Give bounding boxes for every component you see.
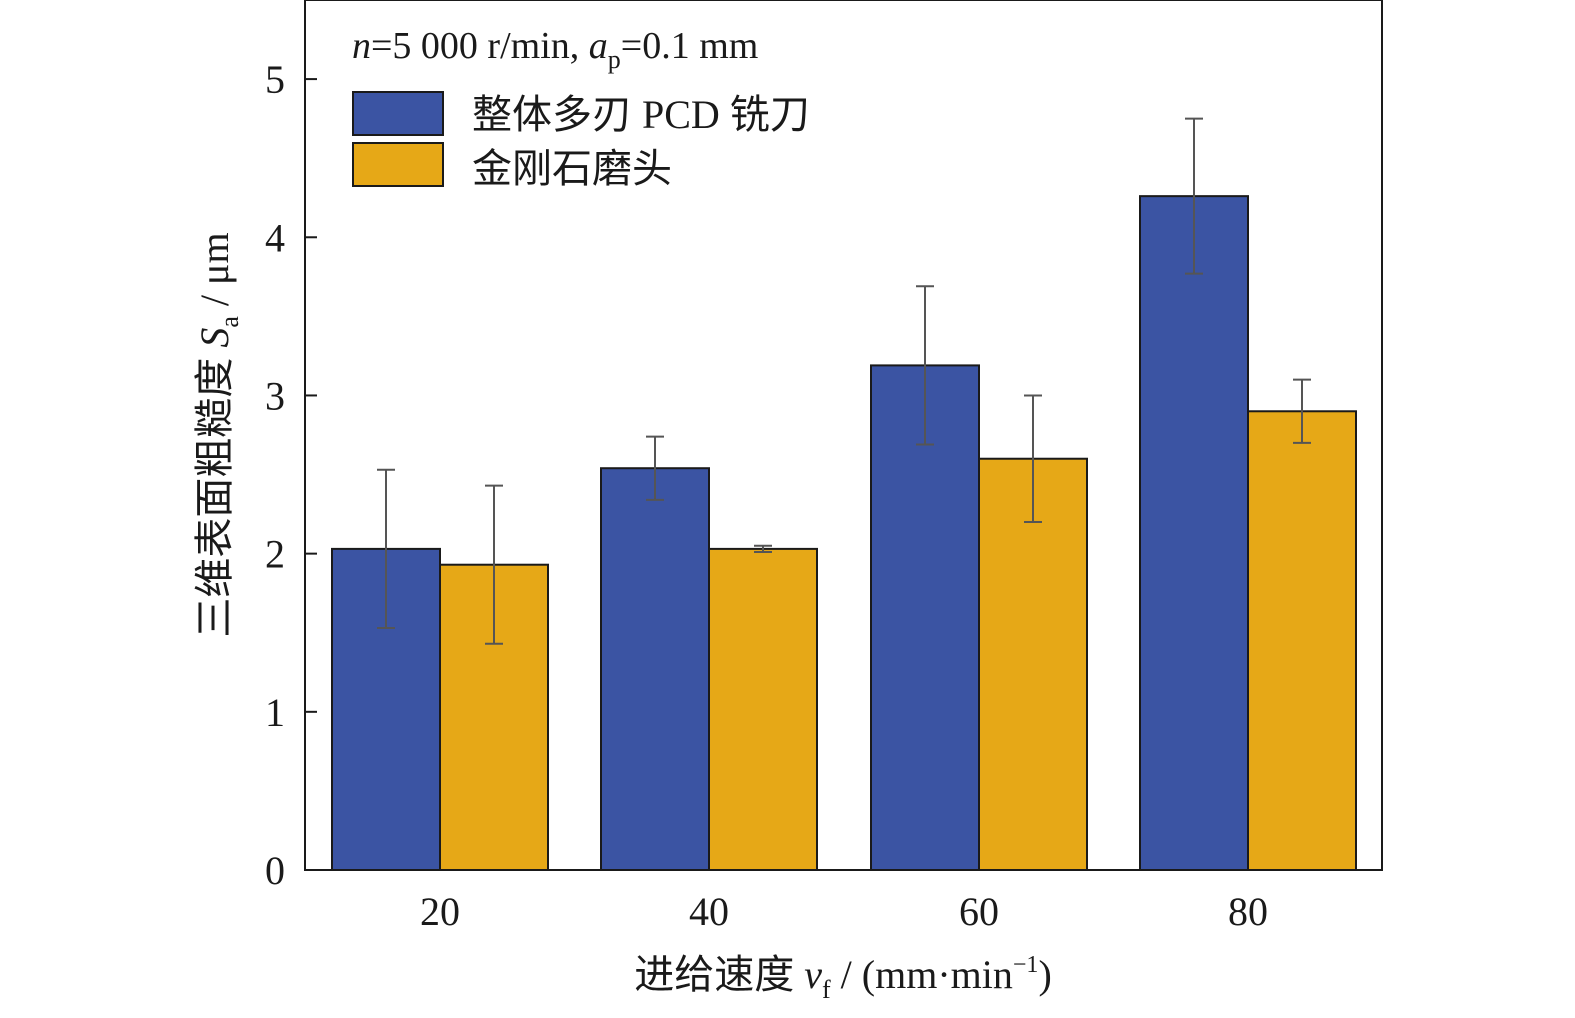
y-tick-label-3: 3 [265,373,285,418]
plot-frame [304,0,1383,871]
x-axis-title-var: v [804,952,822,997]
x-tick-label-80: 80 [1228,889,1268,934]
legend-label-pcd: 整体多刃 PCD 铣刀 [472,92,810,137]
error-bars-layer [377,117,1311,645]
x-axis-title-suffix-a: / (mm·min [831,952,1013,997]
x-axis-title-sup: −1 [1013,952,1039,978]
legend-swatch-diamond [352,142,444,187]
x-axis-ticks: 20 40 60 80 [420,860,1268,934]
y-axis-title: 三维表面粗糙度 Sa / μm [192,232,244,637]
bars-layer [331,195,1357,872]
condition-n-var: n [352,25,371,67]
y-axis-ticks: 0 1 2 3 4 5 [265,57,317,893]
bar-diamond-80 [1247,410,1357,871]
x-tick-label-60: 60 [959,889,999,934]
x-axis-title: 进给速度 vf / (mm·min−1) [634,952,1052,1004]
legend-swatch-pcd [352,91,444,136]
x-axis-title-sub: f [822,975,831,1004]
y-axis-title-sub: a [215,316,244,328]
x-axis-title-prefix: 进给速度 [634,952,804,997]
condition-n-value: =5 000 r/min, [371,25,589,67]
bar-diamond-60 [978,457,1088,871]
x-tick-label-20: 20 [420,889,460,934]
condition-ap-var: a [589,25,608,67]
y-tick-label-4: 4 [265,215,285,260]
x-tick-label-40: 40 [689,889,729,934]
y-tick-label-2: 2 [265,532,285,577]
y-tick-label-1: 1 [265,690,285,735]
legend: 整体多刃 PCD 铣刀 金刚石磨头 [352,91,810,191]
condition-annotation: n=5 000 r/min, ap=0.1 mm [352,25,758,74]
bar-pcd-40 [600,467,710,871]
condition-ap-value: =0.1 mm [621,25,759,67]
y-axis-title-prefix: 三维表面粗糙度 [192,348,237,638]
x-axis-title-suffix-b: ) [1038,952,1051,997]
y-tick-label-5: 5 [265,57,285,102]
legend-label-diamond: 金刚石磨头 [472,146,672,191]
y-axis-title-var: S [192,328,237,348]
y-axis-title-suffix: / μm [192,232,237,316]
y-tick-label-0: 0 [265,848,285,893]
bar-pcd-80 [1139,195,1249,872]
bar-diamond-40 [708,547,818,872]
condition-ap-sub: p [608,45,621,74]
